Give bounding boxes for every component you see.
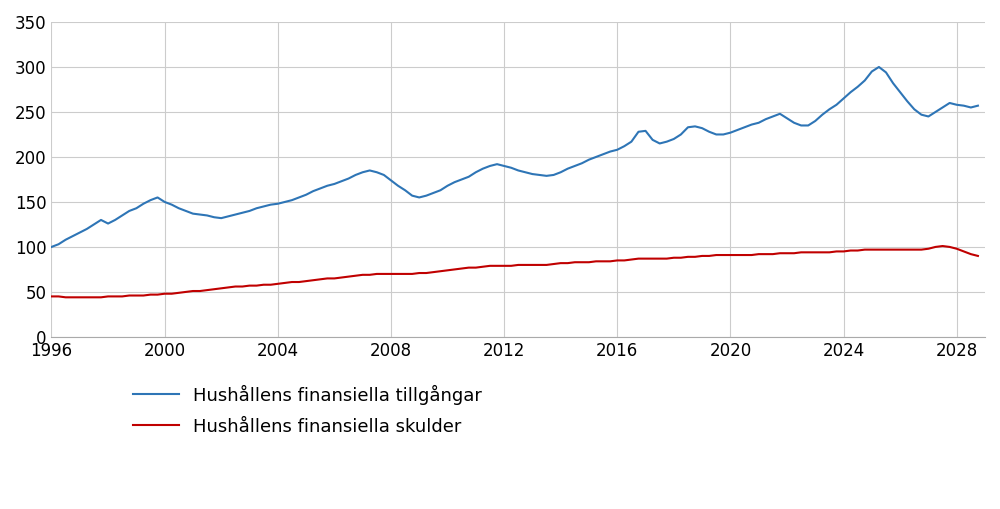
Line: Hushållens finansiella tillgångar: Hushållens finansiella tillgångar xyxy=(51,67,978,247)
Legend: Hushållens finansiella tillgångar, Hushållens finansiella skulder: Hushållens finansiella tillgångar, Hushå… xyxy=(126,378,489,443)
Hushållens finansiella tillgångar xyxy=(45,244,57,250)
Hushållens finansiella skulder xyxy=(335,274,347,280)
Hushållens finansiella skulder xyxy=(972,253,984,259)
Hushållens finansiella skulder xyxy=(802,249,814,256)
Hushållens finansiella tillgångar xyxy=(788,120,800,126)
Hushållens finansiella tillgångar xyxy=(795,122,807,128)
Hushållens finansiella tillgångar xyxy=(357,169,369,175)
Hushållens finansiella tillgångar xyxy=(123,208,135,214)
Hushållens finansiella skulder xyxy=(60,294,72,300)
Hushållens finansiella skulder xyxy=(45,293,57,299)
Hushållens finansiella skulder xyxy=(364,272,376,278)
Hushållens finansiella skulder xyxy=(937,243,949,249)
Hushållens finansiella tillgångar xyxy=(873,64,885,70)
Hushållens finansiella skulder xyxy=(130,293,142,299)
Hushållens finansiella skulder xyxy=(795,249,807,256)
Hushållens finansiella tillgångar xyxy=(159,199,171,205)
Hushållens finansiella tillgångar xyxy=(972,103,984,109)
Hushållens finansiella tillgångar xyxy=(328,181,340,187)
Hushållens finansiella skulder xyxy=(166,291,178,297)
Line: Hushållens finansiella skulder: Hushållens finansiella skulder xyxy=(51,246,978,297)
